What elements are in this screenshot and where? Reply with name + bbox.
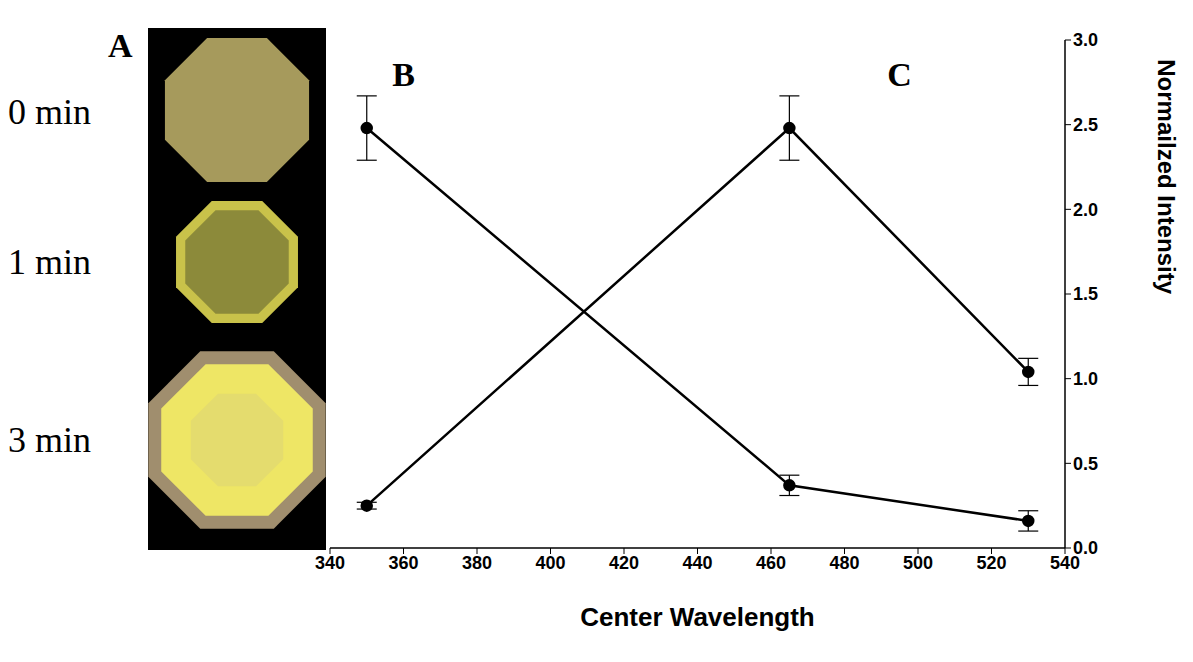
svg-text:2.0: 2.0 <box>1073 200 1098 220</box>
svg-text:1.5: 1.5 <box>1073 284 1098 304</box>
html-text:A: A <box>108 27 133 64</box>
svg-text:3.0: 3.0 <box>1073 30 1098 50</box>
svg-text:380: 380 <box>462 553 492 573</box>
svg-text:500: 500 <box>903 553 933 573</box>
svg-text:420: 420 <box>609 553 639 573</box>
svg-text:520: 520 <box>976 553 1006 573</box>
html-text:1 min: 1 min <box>8 242 91 282</box>
svg-text:1.0: 1.0 <box>1073 369 1098 389</box>
svg-text:0.0: 0.0 <box>1073 538 1098 558</box>
svg-text:B: B <box>392 56 415 93</box>
html-text:0 min: 0 min <box>8 92 91 132</box>
svg-text:460: 460 <box>756 553 786 573</box>
svg-text:440: 440 <box>682 553 712 573</box>
svg-text:C: C <box>887 56 912 93</box>
svg-text:480: 480 <box>829 553 859 573</box>
svg-text:0.5: 0.5 <box>1073 454 1098 474</box>
svg-text:400: 400 <box>535 553 565 573</box>
svg-text:Normailzed Intensity: Normailzed Intensity <box>1153 59 1180 294</box>
svg-text:Center Wavelength: Center Wavelength <box>580 602 815 632</box>
svg-text:540: 540 <box>1050 552 1080 573</box>
svg-text:340: 340 <box>315 553 345 573</box>
svg-text:360: 360 <box>388 553 418 573</box>
html-text:3 min: 3 min <box>8 420 91 460</box>
svg-text:2.5: 2.5 <box>1073 115 1098 135</box>
